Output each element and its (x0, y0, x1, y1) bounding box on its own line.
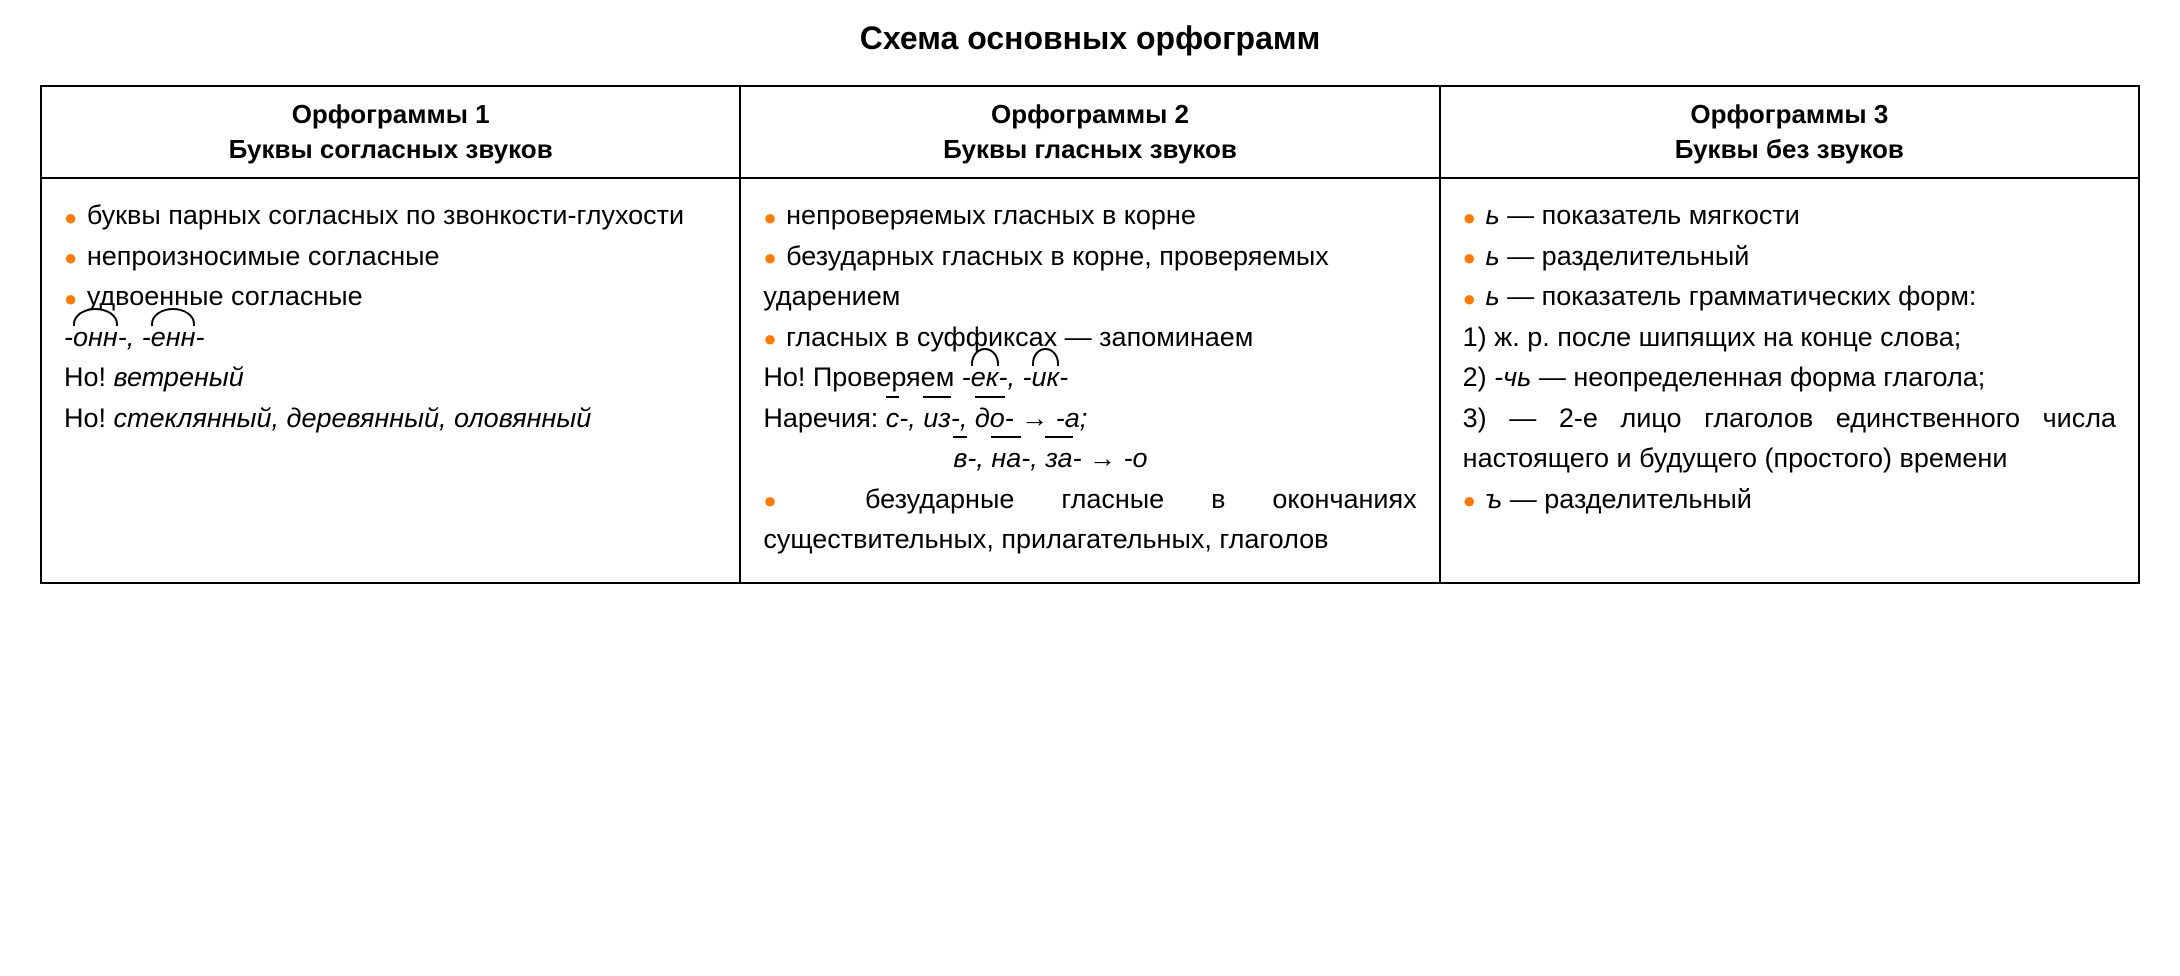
sep: -, (951, 403, 975, 433)
bullet-icon: ● (1463, 205, 1476, 230)
c3-point-2: 2) -чь — неопределенная форма глагола; (1463, 357, 2116, 398)
c3-item-1-text: — показатель мягкости (1500, 200, 1800, 230)
sep: -, - (118, 322, 151, 352)
sep: -, - (999, 362, 1032, 392)
bullet-icon: ● (763, 488, 816, 513)
prefix-s: с (886, 398, 900, 439)
col-header-2-line1: Орфограммы 2 (991, 99, 1189, 129)
bullet-icon: ● (763, 245, 776, 270)
c2-item-4: ● безударные гласные в окончаниях сущест… (763, 479, 1416, 560)
suffix-ik: ик (1032, 357, 1060, 398)
c1-exception-1: Но! ветреный (64, 357, 717, 398)
suffix-enn: енн (151, 317, 196, 358)
c2-adverbs-row-2: в-, на-, за- → -о (763, 438, 1416, 479)
bullet-icon: ● (763, 205, 776, 230)
adverbs-label: Наречия: (763, 403, 885, 433)
no-label: Но! (64, 403, 114, 433)
c3-point-3: 3) — 2-е лицо глаголов единственного чис… (1463, 398, 2116, 479)
c2-item-2: ● безударных гласных в корне, проверяемы… (763, 236, 1416, 317)
bullet-icon: ● (1463, 286, 1476, 311)
soft-sign: ь (1485, 281, 1499, 311)
dash: - (195, 322, 204, 352)
col-header-1-line1: Орфограммы 1 (292, 99, 490, 129)
page-title: Схема основных орфограмм (40, 20, 2140, 57)
col-header-3-line1: Орфограммы 3 (1690, 99, 1888, 129)
col-header-2: Орфограммы 2 Буквы гласных звуков (740, 86, 1439, 178)
prefix-iz: из (923, 398, 951, 439)
prefix-do: до (975, 398, 1005, 439)
bullet-icon: ● (64, 286, 77, 311)
dash: - (1059, 362, 1068, 392)
c1-exception-1-word: ветреный (114, 362, 244, 392)
c2-item-4-text: безударные гласные в окончаниях существи… (763, 484, 1416, 555)
c2-item-1: ● непроверяемых гласных в корне (763, 195, 1416, 236)
cell-col-1: ● буквы парных согласных по звонкости-гл… (41, 178, 740, 583)
cell-col-3: ● ь — показатель мягкости ● ь — разделит… (1440, 178, 2139, 583)
c1-item-2: ● непроизносимые согласные (64, 236, 717, 277)
c3-item-4-text: — разделительный (1502, 484, 1752, 514)
bullet-icon: ● (64, 205, 77, 230)
c1-item-2-text: непроизносимые согласные (87, 241, 440, 271)
c3-point-2-num: 2) (1463, 362, 1495, 392)
c3-item-4: ● ъ — разделительный (1463, 479, 2116, 520)
c3-item-3-text: — показатель грамматических форм: (1500, 281, 1977, 311)
table-header-row: Орфограммы 1 Буквы согласных звуков Орфо… (41, 86, 2139, 178)
c3-item-3: ● ь — показатель грамматических форм: (1463, 276, 2116, 317)
prefix-za: за (1045, 438, 1072, 479)
c2-item-3-text: гласных в суффиксах — запоминаем (786, 322, 1253, 352)
c2-item-1-text: непроверяемых гласных в корне (786, 200, 1196, 230)
c1-suffix-row: -онн-, -енн- (64, 317, 717, 358)
bullet-icon: ● (64, 245, 77, 270)
suffix-ek: ек (971, 357, 999, 398)
c1-item-1-text: буквы парных согласных по звонкости-глух… (87, 200, 684, 230)
c2-exception: Но! Проверяем -ек-, -ик- (763, 357, 1416, 398)
sep: -, (967, 443, 991, 473)
c1-item-3-text: удвоенные согласные (87, 281, 363, 311)
soft-sign: ь (1485, 200, 1499, 230)
c1-exception-2: Но! стеклянный, деревянный, оловянный (64, 398, 717, 439)
bullet-icon: ● (1463, 245, 1476, 270)
ending-a: -а; (1056, 403, 1088, 433)
sep: -, (899, 403, 923, 433)
table-body-row: ● буквы парных согласных по звонкости-гл… (41, 178, 2139, 583)
col-header-1-line2: Буквы согласных звуков (229, 134, 553, 164)
dash: - (64, 322, 73, 352)
dash: - (962, 362, 971, 392)
suffix-chb: -чь (1494, 362, 1531, 392)
ending-o: -о (1124, 443, 1148, 473)
arrow: - → (1073, 443, 1124, 473)
bullet-icon: ● (1463, 488, 1476, 513)
sep: -, (1021, 443, 1045, 473)
col-header-1: Орфограммы 1 Буквы согласных звуков (41, 86, 740, 178)
no-label: Но! Проверяем (763, 362, 961, 392)
c3-item-2-text: — разделительный (1500, 241, 1750, 271)
soft-sign: ь (1485, 241, 1499, 271)
prefix-na: на (991, 438, 1021, 479)
prefix-v: в (953, 438, 967, 479)
suffix-onn: онн (73, 317, 118, 358)
c2-adverbs-row-1: Наречия: с-, из-, до- → -а; (763, 398, 1416, 439)
arrow: - → (1005, 403, 1056, 433)
c2-item-3: ● гласных в суффиксах — запоминаем (763, 317, 1416, 358)
no-label: Но! (64, 362, 114, 392)
col-header-3: Орфограммы 3 Буквы без звуков (1440, 86, 2139, 178)
bullet-icon: ● (763, 326, 776, 351)
orthograms-table: Орфограммы 1 Буквы согласных звуков Орфо… (40, 85, 2140, 584)
col-header-2-line2: Буквы гласных звуков (943, 134, 1237, 164)
c3-point-1: 1) ж. р. после шипящих на конце слова; (1463, 317, 2116, 358)
c3-item-2: ● ь — разделительный (1463, 236, 2116, 277)
cell-col-2: ● непроверяемых гласных в корне ● безуда… (740, 178, 1439, 583)
col-header-3-line2: Буквы без звуков (1675, 134, 1904, 164)
c1-exception-2-words: стеклянный, деревянный, оловянный (114, 403, 592, 433)
hard-sign: ъ (1485, 484, 1502, 514)
c3-item-1: ● ь — показатель мягкости (1463, 195, 2116, 236)
c3-point-2-text: — неопределенная форма глагола; (1531, 362, 1985, 392)
c2-item-2-text: безударных гласных в корне, проверяемых … (763, 241, 1328, 312)
c1-item-1: ● буквы парных согласных по звонкости-гл… (64, 195, 717, 236)
